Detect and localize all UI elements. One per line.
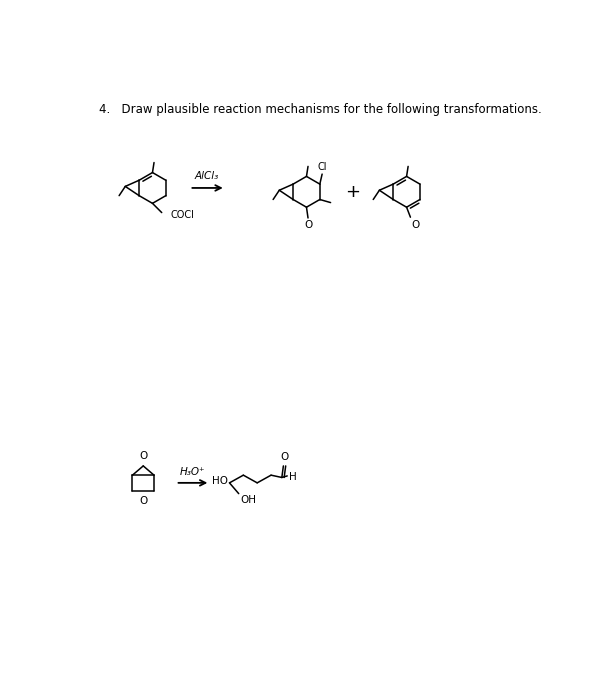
Text: COCl: COCl — [171, 210, 195, 220]
Text: +: + — [345, 183, 360, 201]
Text: H₃O⁺: H₃O⁺ — [180, 467, 205, 477]
Text: O: O — [139, 496, 147, 506]
Text: O: O — [139, 451, 147, 461]
Text: O: O — [305, 220, 313, 230]
Text: O: O — [280, 452, 288, 462]
Text: 4.   Draw plausible reaction mechanisms for the following transformations.: 4. Draw plausible reaction mechanisms fo… — [99, 103, 541, 116]
Text: Cl: Cl — [317, 162, 327, 172]
Text: O: O — [411, 220, 420, 230]
Text: HO: HO — [212, 476, 228, 486]
Text: H: H — [289, 472, 297, 482]
Text: AlCl₃: AlCl₃ — [195, 171, 219, 181]
Text: OH: OH — [240, 495, 256, 505]
